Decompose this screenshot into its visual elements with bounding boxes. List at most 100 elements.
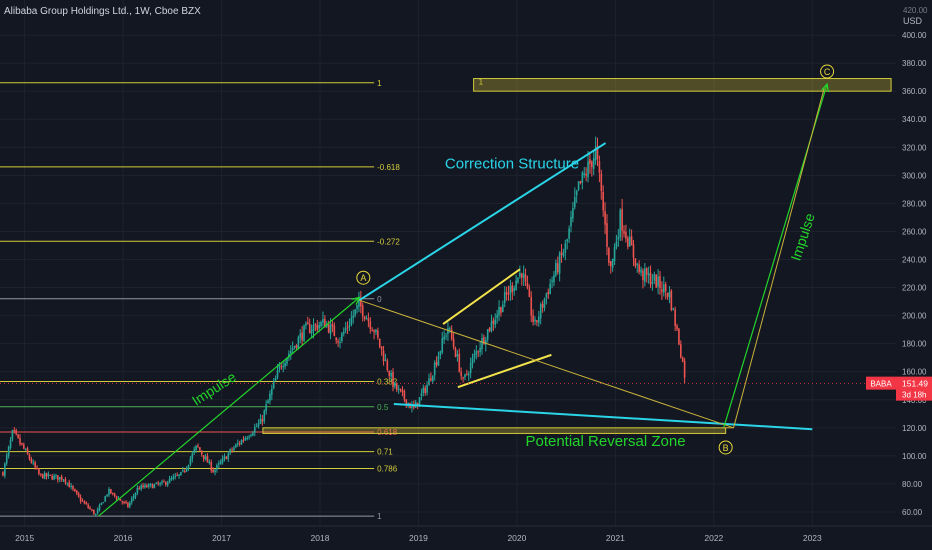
candle-body bbox=[187, 464, 190, 469]
candle-body bbox=[229, 449, 231, 453]
candle-body bbox=[477, 351, 480, 353]
candle-body bbox=[144, 484, 146, 488]
candle-body bbox=[634, 258, 637, 267]
candle-body bbox=[452, 338, 455, 348]
projection-arrowhead bbox=[821, 82, 829, 93]
candle-body bbox=[64, 479, 67, 483]
candle-body bbox=[185, 467, 188, 472]
candle-body bbox=[130, 498, 133, 503]
candle-body bbox=[193, 449, 195, 453]
candle-body bbox=[233, 447, 235, 451]
candle-body bbox=[541, 303, 544, 308]
fib-level-label: 0.5 bbox=[377, 403, 389, 412]
candle-body bbox=[252, 432, 254, 436]
candle-body bbox=[530, 296, 533, 316]
candle-body bbox=[471, 357, 474, 364]
candle-body bbox=[274, 377, 277, 382]
fib-level-label: 1 bbox=[377, 79, 382, 88]
candle-body bbox=[526, 282, 529, 289]
candle-body bbox=[123, 501, 125, 503]
candle-body bbox=[494, 319, 497, 326]
candle-body bbox=[373, 330, 375, 333]
candle-body bbox=[341, 333, 343, 341]
candle-body bbox=[138, 488, 141, 490]
candle-body bbox=[348, 325, 351, 327]
candle-body bbox=[356, 304, 358, 310]
time-axis: 2015 2016 2017 2018 2019 2020 2021 2022 2023 bbox=[0, 525, 932, 550]
candle-body bbox=[204, 456, 207, 460]
candle-body bbox=[276, 369, 279, 378]
candle-body bbox=[354, 309, 356, 316]
candle-body bbox=[257, 423, 260, 426]
time-axis-bg bbox=[0, 526, 932, 550]
candle-body bbox=[401, 390, 404, 392]
candle-body bbox=[244, 437, 247, 441]
candle-body bbox=[195, 445, 197, 450]
candle-body bbox=[93, 509, 95, 515]
candle-body bbox=[225, 456, 228, 460]
candle-body bbox=[464, 374, 466, 378]
candle-body bbox=[218, 463, 220, 465]
candle-body bbox=[102, 502, 105, 504]
candle-body bbox=[388, 371, 391, 376]
candle-body bbox=[289, 351, 292, 354]
candle-body bbox=[291, 347, 294, 351]
candle-body bbox=[617, 236, 620, 240]
candle-body bbox=[248, 436, 250, 438]
candle-body bbox=[51, 475, 53, 480]
candle-body bbox=[98, 505, 101, 511]
candle-body bbox=[183, 470, 186, 472]
candle-body bbox=[399, 388, 402, 391]
annotation-text: Correction Structure bbox=[445, 155, 579, 172]
candle-body bbox=[522, 273, 525, 278]
annotation-text: Impulse bbox=[787, 211, 817, 263]
candle-body bbox=[312, 324, 315, 332]
candle-body bbox=[532, 315, 534, 322]
candle-body bbox=[85, 502, 88, 505]
candle-body bbox=[443, 336, 445, 340]
candle-body bbox=[556, 263, 559, 273]
candle-body bbox=[320, 321, 322, 327]
candle-body bbox=[284, 363, 286, 367]
candle-body bbox=[250, 434, 252, 436]
candle-body bbox=[573, 196, 576, 208]
candle-body bbox=[55, 475, 57, 477]
candle-body bbox=[106, 494, 108, 497]
candle-body bbox=[178, 474, 180, 476]
candle-body bbox=[96, 509, 99, 514]
candle-body bbox=[659, 275, 661, 289]
candle-body bbox=[655, 274, 658, 288]
time-tick-label: 2017 bbox=[212, 533, 231, 543]
candle-body bbox=[513, 288, 515, 292]
candle-body bbox=[335, 337, 338, 341]
candle-body bbox=[4, 463, 6, 476]
price-tick-label: 260.00 bbox=[902, 227, 927, 236]
candle-body bbox=[168, 478, 171, 484]
wave-label-circle bbox=[718, 440, 733, 455]
candle-body bbox=[666, 292, 669, 297]
candle-body bbox=[259, 418, 262, 424]
candle-body bbox=[632, 244, 635, 258]
zone-target_zone bbox=[473, 78, 892, 92]
candle-body bbox=[515, 280, 517, 290]
candle-body bbox=[661, 289, 663, 292]
candle-body bbox=[293, 345, 296, 348]
candle-body bbox=[405, 399, 408, 406]
candle-body bbox=[365, 318, 368, 320]
candle-body bbox=[630, 236, 633, 246]
candle-body bbox=[45, 473, 48, 477]
candle-body bbox=[62, 479, 65, 481]
candle-body bbox=[604, 211, 606, 225]
candles bbox=[2, 136, 686, 517]
candle-body bbox=[344, 328, 347, 331]
candle-body bbox=[549, 283, 551, 295]
candle-body bbox=[396, 383, 398, 390]
candle-body bbox=[231, 449, 233, 451]
candle-body bbox=[657, 276, 659, 287]
candle-body bbox=[555, 263, 557, 276]
candle-body bbox=[337, 341, 339, 343]
candle-body bbox=[621, 209, 623, 231]
candle-body bbox=[24, 449, 27, 451]
candle-body bbox=[305, 323, 307, 326]
